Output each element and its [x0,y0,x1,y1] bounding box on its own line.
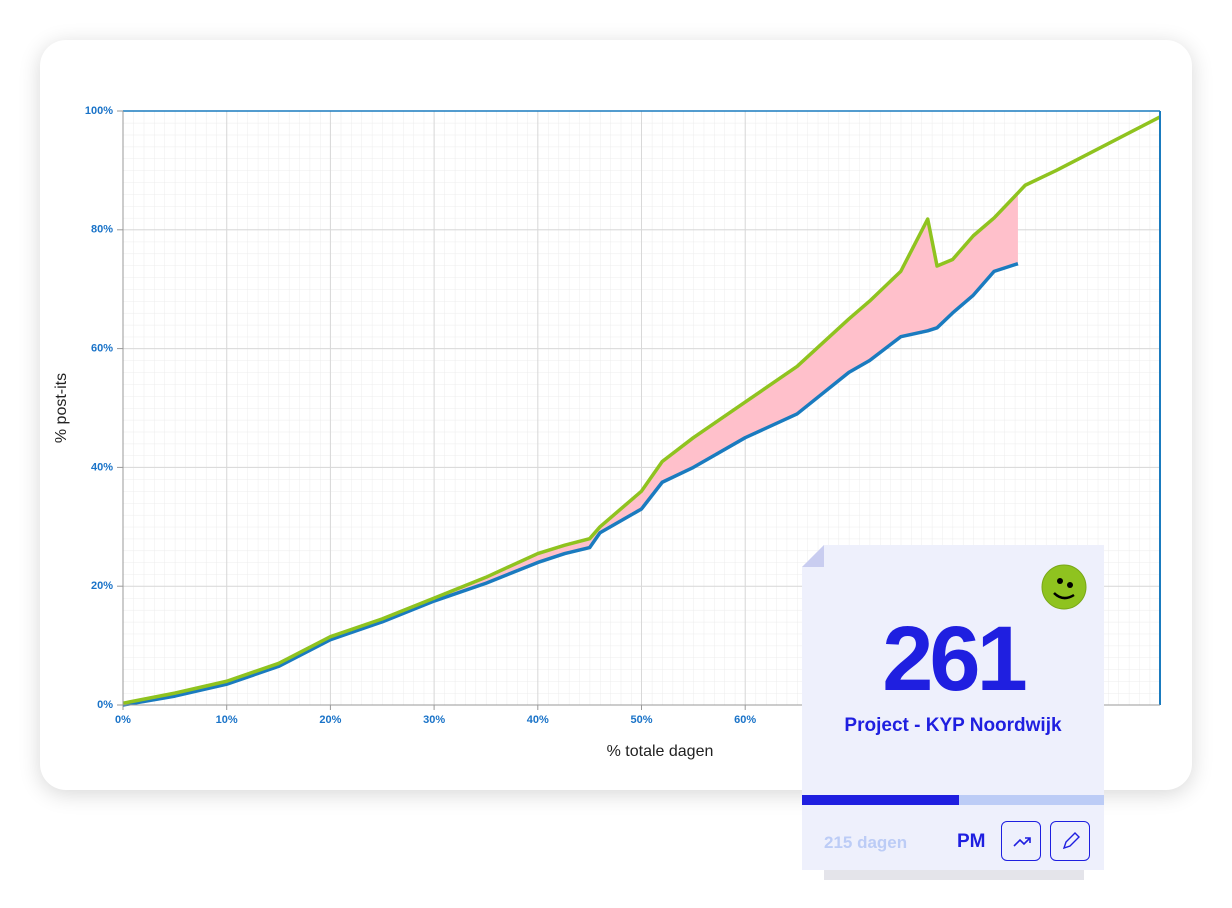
smiley-icon [1041,564,1087,610]
edit-button[interactable] [1050,821,1090,861]
gap-area [123,192,1018,706]
x-tick-label: 60% [734,714,756,726]
card-shadow [824,870,1084,880]
x-tick-label: 30% [423,714,445,726]
y-tick-label: 100% [85,105,113,117]
trend-button[interactable] [1001,821,1041,861]
x-axis-label: % totale dagen [607,743,714,760]
project-name: Project - KYP Noordwijk [844,715,1062,736]
series-line [122,261,1019,707]
x-tick-label: 20% [319,714,341,726]
y-axis-label: % post-its [53,373,70,443]
count: 261 [882,608,1028,710]
x-tick-label: 0% [115,714,131,726]
y-tick-label: 40% [91,461,113,473]
y-tick-label: 20% [91,580,113,592]
progress-fill [802,795,960,805]
x-tick-label: 10% [216,714,238,726]
y-tick-label: 0% [97,699,113,711]
y-tick-label: 80% [91,224,113,236]
y-tick-label: 60% [91,343,113,355]
role: PM [957,831,986,852]
progress-track [802,795,1104,805]
series-line [122,115,1161,705]
x-tick-label: 50% [630,714,652,726]
x-tick-label: 40% [527,714,549,726]
days: 215 dagen [824,833,908,852]
project-card[interactable]: 261 Project - KYP Noordwijk 215 dagen PM [802,545,1104,870]
